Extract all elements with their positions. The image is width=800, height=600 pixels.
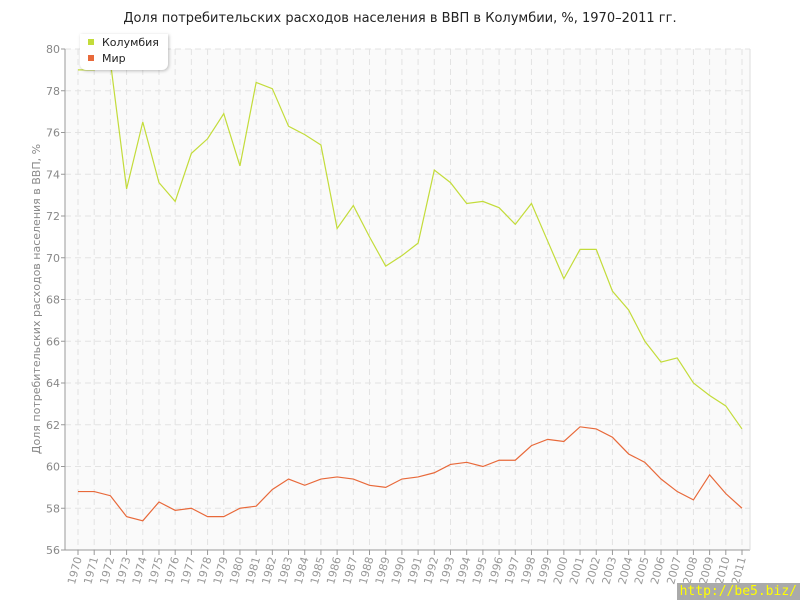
legend-label: Мир (102, 51, 126, 65)
y-tick-label: 62 (46, 419, 60, 432)
legend: Колумбия Мир (80, 34, 168, 70)
y-tick-label: 80 (46, 43, 60, 56)
legend-item-world[interactable]: Мир (80, 50, 168, 66)
legend-swatch (88, 55, 94, 61)
y-tick-label: 64 (46, 377, 60, 390)
chart-title: Доля потребительских расходов населения … (123, 11, 676, 26)
y-tick-label: 58 (46, 502, 60, 515)
y-tick-label: 56 (46, 544, 60, 557)
y-tick-label: 70 (46, 252, 60, 265)
legend-item-colombia[interactable]: Колумбия (80, 34, 168, 50)
series-line-colombia (78, 60, 743, 430)
y-tick-label: 66 (46, 335, 60, 348)
y-tick-label: 68 (46, 294, 60, 307)
y-axis-label: Доля потребительских расходов населения … (30, 144, 43, 454)
y-tick-label: 76 (46, 127, 60, 140)
watermark[interactable]: http://be5.biz/ (676, 583, 800, 600)
legend-swatch (88, 39, 94, 45)
series-line-world (78, 426, 743, 522)
legend-label: Колумбия (102, 35, 159, 49)
y-tick-label: 72 (46, 210, 60, 223)
y-tick-label: 74 (46, 168, 60, 181)
y-tick-label: 60 (46, 461, 60, 474)
y-tick-label: 78 (46, 85, 60, 98)
